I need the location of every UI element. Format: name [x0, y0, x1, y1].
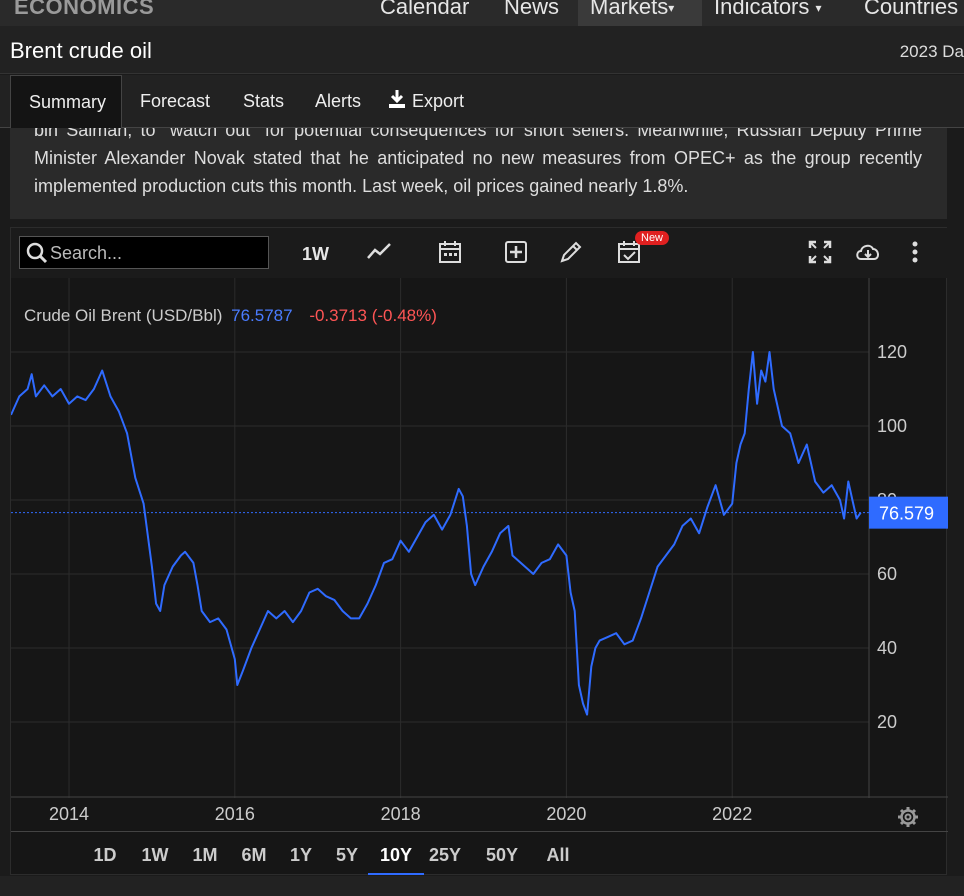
chart-legend: Crude Oil Brent (USD/Bbl) 76.5787 -0.371…: [24, 306, 437, 326]
tab-forecast[interactable]: Forecast: [140, 91, 211, 111]
tab-bar: Summary Forecast Stats Alerts Export: [0, 75, 964, 128]
range-button-all[interactable]: All: [546, 845, 570, 865]
range-button-6m[interactable]: 6M: [241, 845, 267, 865]
caret-down-icon: ▾: [815, 1, 822, 16]
site-logo[interactable]: ECONOMICS: [14, 0, 155, 19]
last-value-label: 76.579: [879, 504, 934, 524]
series-line-brent: [10, 351, 862, 716]
summary-text: bin Salman, to "watch out" for potential…: [34, 128, 922, 196]
top-nav: ECONOMICS Calendar News Markets▾ Indicat…: [0, 0, 964, 26]
price-chart[interactable]: 2040608010012076.579: [10, 278, 948, 798]
x-tick-label-2022: 2022: [712, 804, 753, 824]
nav-item-indicators[interactable]: Indicators ▾: [714, 0, 822, 19]
y-tick-label-40: 40: [877, 638, 897, 658]
legend-price: 76.5787: [231, 306, 293, 325]
calendar-icon[interactable]: [436, 238, 464, 266]
tab-export[interactable]: Export: [370, 75, 482, 128]
search-box[interactable]: [19, 236, 269, 269]
add-indicator-icon[interactable]: [502, 238, 530, 266]
range-button-1y[interactable]: 1Y: [289, 845, 313, 865]
range-button-1d[interactable]: 1D: [93, 845, 117, 865]
line-chart-icon[interactable]: [365, 238, 393, 266]
cloud-download-icon[interactable]: [854, 238, 882, 266]
y-tick-label-100: 100: [877, 416, 907, 436]
search-input[interactable]: [50, 240, 260, 266]
x-tick-label-2014: 2014: [48, 804, 90, 824]
summary-section: bin Salman, to "watch out" for potential…: [10, 128, 947, 219]
nav-item-markets[interactable]: Markets▾: [578, 0, 702, 26]
chart-area[interactable]: 2040608010012076.579 Crude Oil Brent (US…: [10, 278, 948, 798]
last-value-badge: [869, 496, 948, 529]
download-icon: [389, 90, 405, 108]
x-tick-label-2018: 2018: [380, 804, 421, 824]
tab-alerts[interactable]: Alerts: [315, 91, 362, 111]
range-button-10y[interactable]: 10Y: [368, 832, 424, 875]
nav-item-countries[interactable]: Countries: [864, 0, 959, 19]
tab-stats[interactable]: Stats: [243, 91, 285, 111]
range-button-50y[interactable]: 50Y: [485, 845, 519, 865]
nav-item-calendar[interactable]: Calendar: [380, 0, 470, 19]
calendar-check-icon[interactable]: [615, 238, 643, 266]
search-icon: [26, 242, 48, 264]
new-badge: New: [635, 231, 670, 245]
range-bar: 1D 1W 1M 6M 1Y 5Y 10Y 25Y 50Y All: [11, 831, 948, 875]
interval-selector[interactable]: 1W: [302, 244, 329, 264]
caret-down-icon: ▾: [668, 1, 675, 16]
y-tick-label-60: 60: [877, 564, 897, 584]
page-date: 2023 Da: [899, 42, 964, 61]
page-title: Brent crude oil: [10, 38, 152, 63]
y-tick-label-20: 20: [877, 712, 897, 732]
pencil-icon[interactable]: [557, 238, 585, 266]
tab-summary[interactable]: Summary: [10, 75, 122, 128]
range-button-1w[interactable]: 1W: [141, 845, 169, 865]
nav-item-news[interactable]: News: [504, 0, 560, 19]
legend-series-name: Crude Oil Brent (USD/Bbl): [24, 306, 223, 325]
chart-toolbar: 1W New: [11, 228, 948, 278]
fullscreen-icon[interactable]: [806, 238, 834, 266]
x-tick-label-2016: 2016: [214, 804, 255, 824]
range-button-25y[interactable]: 25Y: [428, 845, 462, 865]
legend-change: -0.3713 (-0.48%): [309, 306, 437, 325]
gear-icon[interactable]: [897, 806, 919, 828]
more-vertical-icon[interactable]: [901, 238, 929, 266]
y-tick-label-120: 120: [877, 342, 907, 362]
bottom-strip: [0, 876, 964, 896]
x-tick-label-2020: 2020: [546, 804, 587, 824]
title-bar: Brent crude oil 2023 Da: [0, 26, 964, 74]
range-button-1m[interactable]: 1M: [192, 845, 218, 865]
chart-panel: 1W New: [10, 227, 948, 875]
range-button-5y[interactable]: 5Y: [335, 845, 359, 865]
